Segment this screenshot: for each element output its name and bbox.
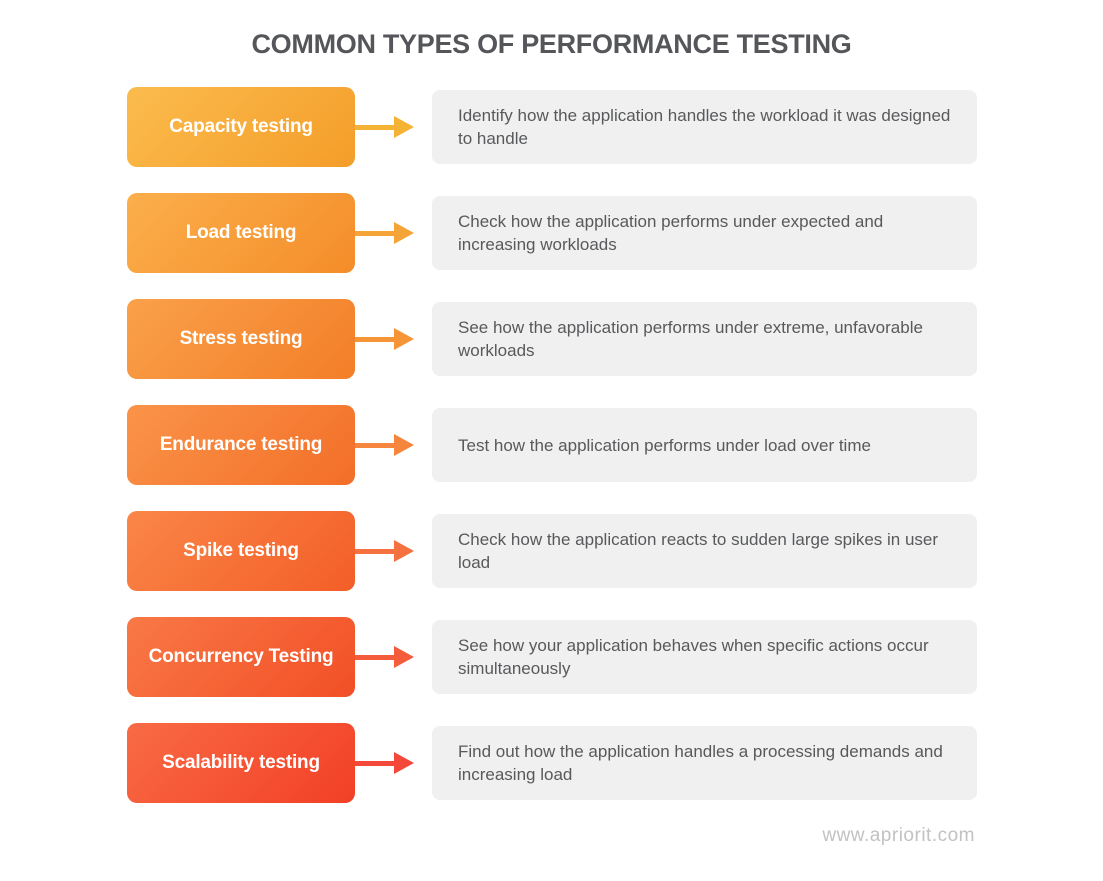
testing-type-button: Spike testing: [127, 511, 355, 591]
arrow-head: [394, 328, 414, 350]
page-title: COMMON TYPES OF PERFORMANCE TESTING: [251, 29, 852, 59]
right-arrow-icon: [355, 540, 432, 562]
right-arrow-icon: [355, 116, 432, 138]
arrow-line: [355, 124, 394, 130]
description-text: Test how the application performs under …: [458, 435, 871, 455]
testing-type-button: Scalability testing: [127, 723, 355, 803]
website-url: www.apriorit.com: [822, 825, 975, 846]
arrow-line: [355, 442, 394, 448]
right-arrow-icon: [355, 434, 432, 456]
description-box: Test how the application performs under …: [432, 408, 977, 482]
description-text: See how your application behaves when sp…: [458, 636, 929, 678]
rows-container: Capacity testing Identify how the applic…: [127, 87, 977, 829]
arrow-head: [394, 434, 414, 456]
performance-testing-row: Stress testing See how the application p…: [127, 299, 977, 379]
description-box: See how the application performs under e…: [432, 302, 977, 376]
testing-type-button: Concurrency Testing: [127, 617, 355, 697]
right-arrow-icon: [355, 328, 432, 350]
testing-type-button: Stress testing: [127, 299, 355, 379]
testing-type-label: Concurrency Testing: [148, 646, 334, 667]
arrow-head: [394, 646, 414, 668]
right-arrow-icon: [355, 646, 432, 668]
performance-testing-row: Concurrency Testing See how your applica…: [127, 617, 977, 697]
arrow-line: [355, 230, 394, 236]
description-box: Identify how the application handles the…: [432, 90, 977, 164]
testing-type-label: Load testing: [185, 222, 297, 243]
testing-type-label: Stress testing: [179, 328, 303, 349]
description-box: See how your application behaves when sp…: [432, 620, 977, 694]
testing-type-label: Capacity testing: [169, 116, 313, 137]
description-text: Find out how the application handles a p…: [458, 742, 943, 784]
testing-type-label: Spike testing: [183, 540, 299, 561]
arrow-line: [355, 654, 394, 660]
arrow-head: [394, 752, 414, 774]
performance-testing-row: Load testing Check how the application p…: [127, 193, 977, 273]
arrow-head: [394, 116, 414, 138]
testing-type-button: Capacity testing: [127, 87, 355, 167]
performance-testing-row: Scalability testing Find out how the app…: [127, 723, 977, 803]
description-text: Check how the application performs under…: [458, 212, 884, 254]
arrow-line: [355, 548, 394, 554]
description-box: Check how the application reacts to sudd…: [432, 514, 977, 588]
description-box: Check how the application performs under…: [432, 196, 977, 270]
testing-type-button: Load testing: [127, 193, 355, 273]
arrow-line: [355, 760, 394, 766]
arrow-head: [394, 222, 414, 244]
testing-type-button: Endurance testing: [127, 405, 355, 485]
right-arrow-icon: [355, 222, 432, 244]
arrow-line: [355, 336, 394, 342]
performance-testing-row: Spike testing Check how the application …: [127, 511, 977, 591]
description-text: Check how the application reacts to sudd…: [458, 530, 939, 572]
testing-type-label: Endurance testing: [159, 434, 323, 455]
right-arrow-icon: [355, 752, 432, 774]
performance-testing-row: Capacity testing Identify how the applic…: [127, 87, 977, 167]
arrow-head: [394, 540, 414, 562]
performance-testing-row: Endurance testing Test how the applicati…: [127, 405, 977, 485]
description-text: Identify how the application handles the…: [458, 106, 951, 148]
testing-type-label: Scalability testing: [162, 752, 320, 773]
description-box: Find out how the application handles a p…: [432, 726, 977, 800]
description-text: See how the application performs under e…: [458, 318, 923, 360]
